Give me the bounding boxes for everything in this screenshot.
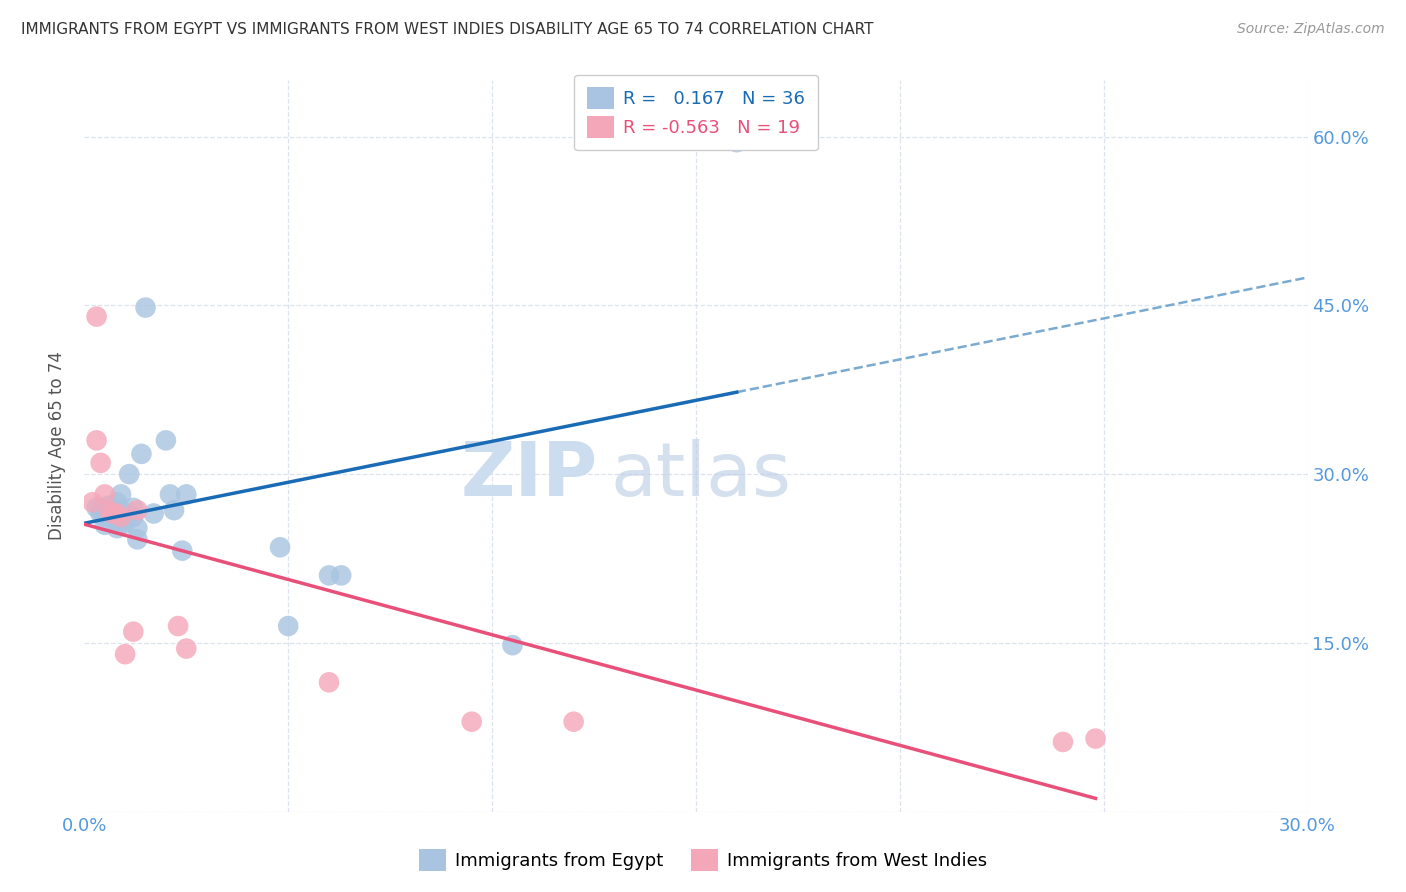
Point (163, 503, 186, 517)
Point (122, 509, 145, 524)
Point (110, 503, 132, 517)
Point (101, 507, 124, 521)
Point (105, 515, 128, 529)
Point (97, 503, 120, 517)
Legend: R =   0.167   N = 36, R = -0.563   N = 19: R = 0.167 N = 36, R = -0.563 N = 19 (574, 75, 818, 151)
Point (131, 447, 153, 461)
Point (122, 500, 145, 515)
Point (82, 495, 104, 509)
Point (97, 499, 120, 513)
Y-axis label: Disability Age 65 to 74: Disability Age 65 to 74 (48, 351, 66, 541)
Point (155, 434, 177, 448)
Point (269, 541, 291, 555)
Point (159, 487, 181, 501)
Point (127, 521, 149, 535)
Point (110, 487, 132, 501)
Point (118, 467, 141, 482)
Point (172, 543, 194, 558)
Point (97, 507, 120, 521)
Point (93, 500, 115, 515)
Point (90, 507, 112, 521)
Point (86, 434, 108, 448)
Legend: Immigrants from Egypt, Immigrants from West Indies: Immigrants from Egypt, Immigrants from W… (412, 842, 994, 879)
Point (114, 516, 136, 531)
Point (318, 568, 340, 582)
Point (127, 503, 149, 517)
Point (93, 509, 115, 524)
Point (90, 503, 112, 517)
Point (93, 487, 115, 501)
Point (330, 568, 353, 582)
Point (318, 675, 340, 690)
Point (502, 638, 524, 652)
Point (105, 521, 128, 535)
Point (562, 714, 585, 729)
Point (114, 647, 136, 661)
Point (105, 495, 128, 509)
Point (122, 624, 145, 639)
Point (127, 533, 149, 547)
Point (101, 507, 124, 521)
Point (174, 487, 197, 501)
Point (142, 507, 165, 521)
Point (135, 301, 157, 315)
Point (86, 500, 108, 515)
Point (110, 509, 132, 524)
Text: ZIP: ZIP (461, 439, 598, 512)
Text: atlas: atlas (610, 439, 792, 512)
Point (725, 135, 748, 149)
Point (167, 619, 190, 633)
Point (86, 310, 108, 324)
Point (90, 456, 112, 470)
Text: IMMIGRANTS FROM EGYPT VS IMMIGRANTS FROM WEST INDIES DISABILITY AGE 65 TO 74 COR: IMMIGRANTS FROM EGYPT VS IMMIGRANTS FROM… (21, 22, 873, 37)
Point (101, 503, 124, 517)
Point (93, 517, 115, 532)
Point (174, 641, 197, 656)
Point (105, 507, 128, 521)
Point (461, 714, 484, 729)
Point (277, 619, 299, 633)
Point (114, 512, 136, 526)
Point (1052, 735, 1074, 749)
Text: Source: ZipAtlas.com: Source: ZipAtlas.com (1237, 22, 1385, 37)
Point (1084, 731, 1107, 746)
